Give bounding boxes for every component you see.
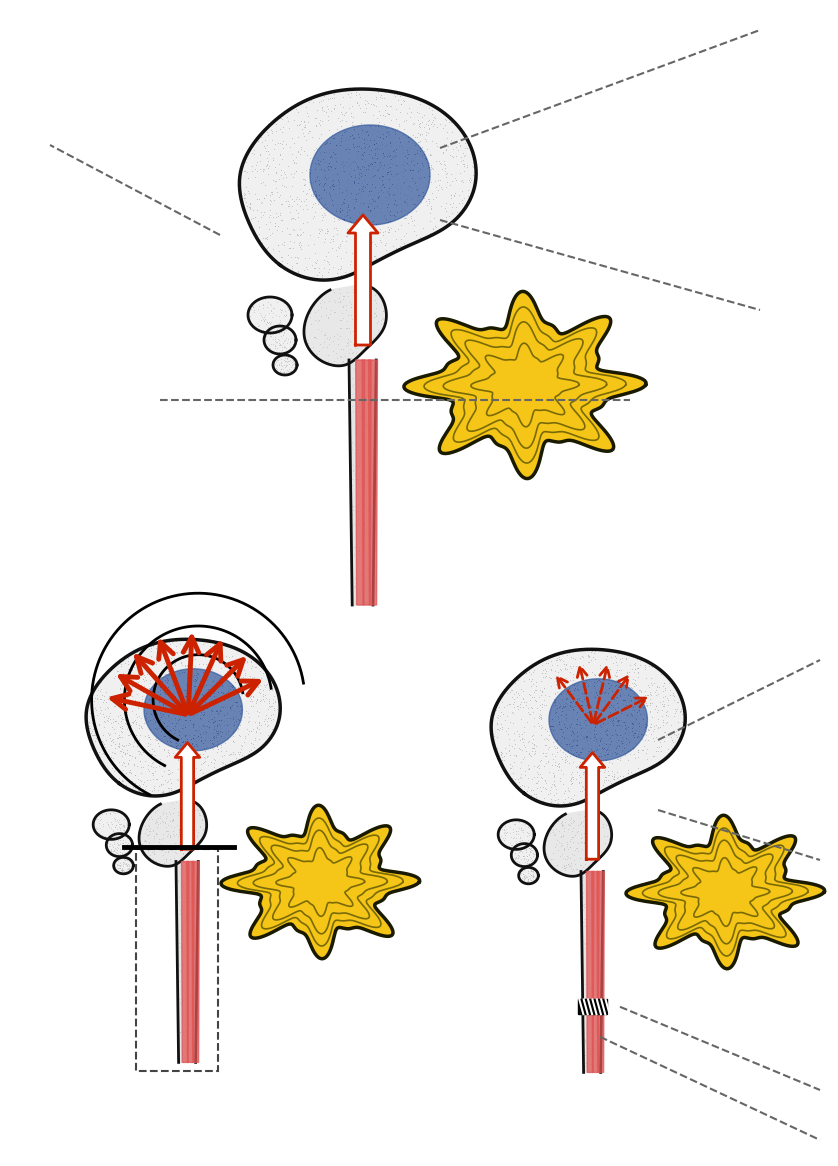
Polygon shape — [114, 857, 133, 873]
Polygon shape — [404, 292, 646, 478]
Polygon shape — [304, 285, 386, 366]
Polygon shape — [592, 871, 599, 1073]
Polygon shape — [182, 862, 189, 1062]
Polygon shape — [348, 215, 378, 345]
Polygon shape — [577, 999, 608, 1014]
Polygon shape — [349, 360, 376, 605]
Polygon shape — [139, 800, 207, 866]
Polygon shape — [240, 89, 476, 280]
Polygon shape — [491, 649, 685, 806]
Polygon shape — [310, 125, 430, 225]
Polygon shape — [93, 810, 129, 840]
Polygon shape — [519, 868, 538, 884]
Polygon shape — [187, 862, 194, 1062]
Polygon shape — [511, 844, 537, 866]
Polygon shape — [549, 679, 648, 760]
Polygon shape — [175, 743, 199, 849]
Polygon shape — [498, 820, 535, 849]
Polygon shape — [192, 862, 199, 1062]
Polygon shape — [355, 360, 365, 605]
Polygon shape — [264, 326, 296, 354]
Bar — [136, 849, 218, 1070]
Polygon shape — [581, 871, 603, 1073]
Polygon shape — [587, 871, 594, 1073]
Polygon shape — [369, 360, 377, 605]
Polygon shape — [362, 360, 371, 605]
Polygon shape — [273, 354, 297, 375]
Polygon shape — [544, 810, 612, 877]
Polygon shape — [86, 639, 280, 796]
Polygon shape — [626, 815, 825, 969]
Polygon shape — [106, 834, 132, 857]
Polygon shape — [248, 297, 292, 333]
Polygon shape — [221, 806, 420, 958]
Polygon shape — [176, 862, 199, 1062]
Polygon shape — [144, 669, 242, 751]
Polygon shape — [597, 871, 604, 1073]
Polygon shape — [580, 752, 605, 859]
